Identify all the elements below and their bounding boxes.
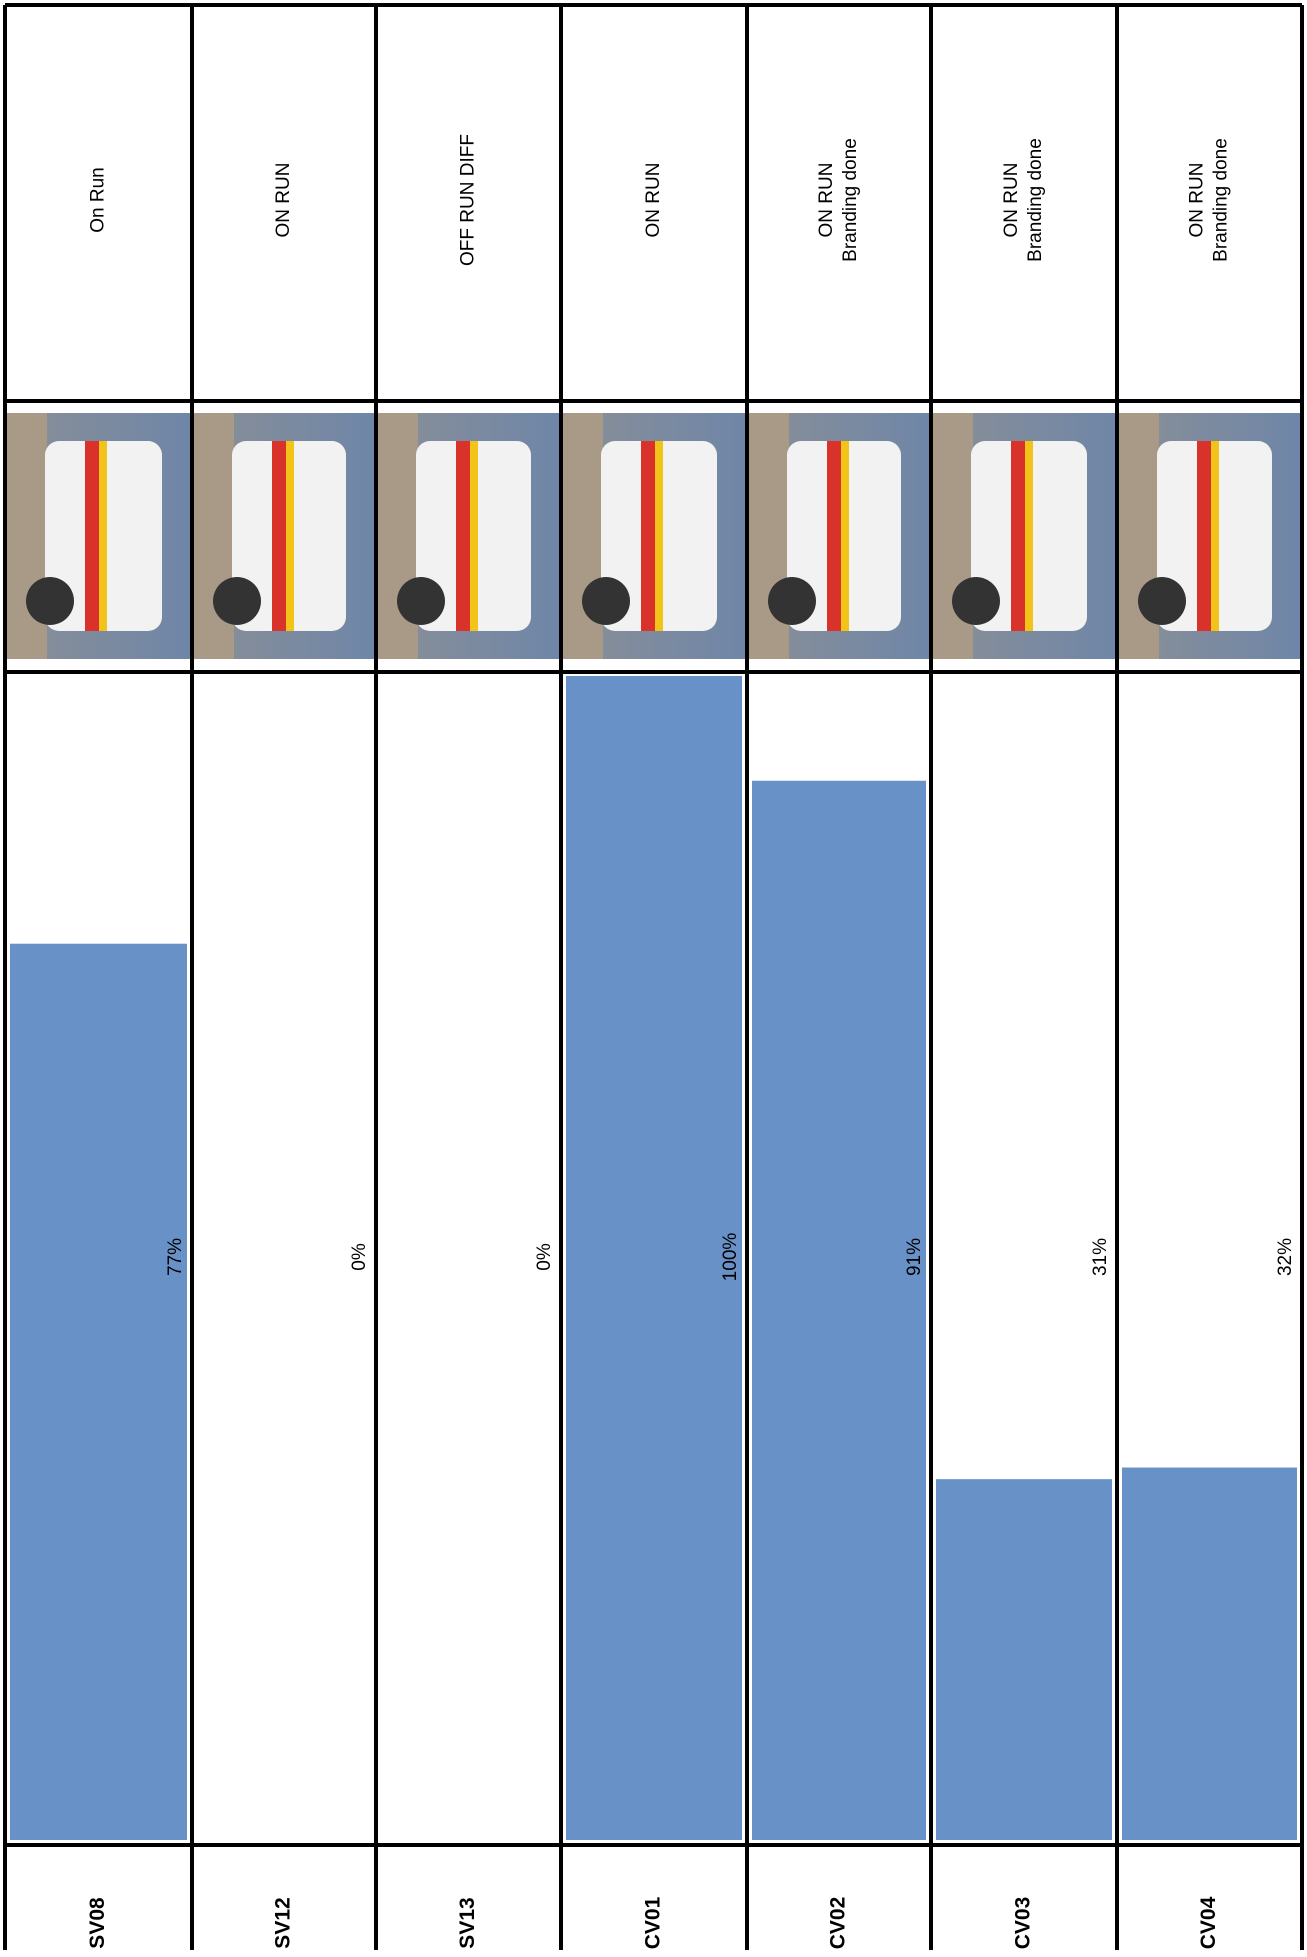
status-text: ON RUN [643,163,664,238]
photo-stripe [841,441,849,631]
value-label: 32% [1275,1238,1296,1276]
photo-stripe [641,441,655,631]
category-label: CV04 [1197,1896,1220,1949]
category-label: SV13 [456,1897,479,1948]
vehicle-photo [194,413,374,659]
status-text: ON RUN [1187,163,1208,238]
value-label: 100% [720,1233,741,1282]
photo-stripe [99,441,107,631]
value-label: 91% [904,1238,925,1276]
status-text: Branding done [1211,138,1232,262]
status-text: ON RUN [273,163,294,238]
vehicle-photo [7,413,190,659]
photo-stripe [1211,441,1219,631]
photo-wheel [952,577,1000,625]
photo-wheel [213,577,261,625]
category-label: SV12 [272,1897,295,1948]
status-text: Branding done [840,138,861,262]
value-label: 31% [1090,1238,1111,1276]
category-label: CV03 [1012,1897,1035,1950]
value-label: 0% [534,1243,555,1271]
photo-stripe [456,441,470,631]
bar [936,1479,1112,1840]
photo-stripe [85,441,99,631]
photo-stripe [1011,441,1025,631]
vehicle-photo [1119,413,1300,659]
photo-stripe [272,441,286,631]
photo-stripe [1025,441,1033,631]
category-label: SV08 [86,1897,109,1949]
photo-stripe [827,441,841,631]
status-text: On Run [88,167,109,232]
photo-wheel [582,577,630,625]
status-text: ON RUN [816,163,837,238]
vehicle-photo [378,413,559,659]
photo-stripe [286,441,294,631]
vehicle-photo [563,413,745,659]
photo-stripe [655,441,663,631]
photo-wheel [768,577,816,625]
bar [566,676,742,1840]
value-label: 77% [165,1238,186,1276]
status-text: ON RUN [1001,163,1022,238]
status-text: Branding done [1025,138,1046,262]
photo-wheel [397,577,445,625]
bar [1122,1467,1297,1840]
photo-wheel [26,577,74,625]
photo-stripe [470,441,478,631]
category-label: CV01 [642,1896,665,1949]
photo-stripe [1197,441,1211,631]
bar [752,780,926,1840]
category-label: CV02 [827,1897,850,1950]
vehicle-photo [933,413,1115,659]
value-label: 0% [349,1243,370,1271]
photo-wheel [1138,577,1186,625]
vehicle-photo [749,413,929,659]
status-text: OFF RUN DIFF [458,134,479,266]
bar [10,943,187,1840]
